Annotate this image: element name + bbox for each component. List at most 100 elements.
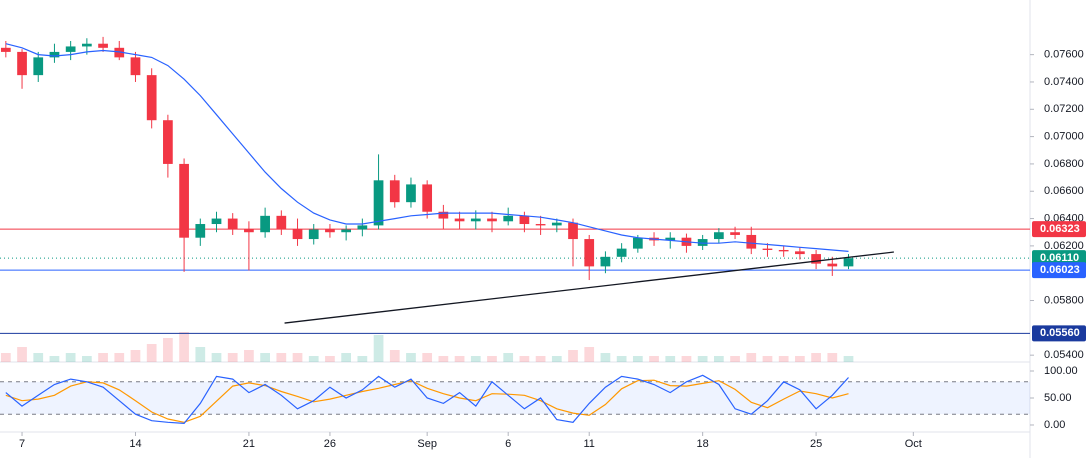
volume-bar <box>244 350 254 362</box>
candle-body <box>65 46 76 52</box>
volume-bar <box>535 356 546 362</box>
volume-bar <box>163 338 173 362</box>
price-badge-label: 0.05560 <box>1040 327 1080 339</box>
candle-body <box>163 120 173 164</box>
volume-bar <box>17 347 27 362</box>
volume-bar <box>665 356 676 362</box>
candle-body <box>341 229 352 233</box>
candle-body <box>713 232 724 240</box>
volume-bar <box>438 356 449 362</box>
volume-bar <box>0 353 11 362</box>
volume-bar <box>795 356 805 362</box>
candle-body <box>454 218 465 222</box>
candle-body <box>487 218 497 222</box>
volume-bar <box>227 353 238 362</box>
volume-bar <box>276 353 287 362</box>
x-tick-label: 25 <box>810 438 822 450</box>
volume-bar <box>713 356 724 362</box>
y-tick-label: 0.07000 <box>1044 131 1084 143</box>
volume-bar <box>811 353 821 362</box>
volume-bar <box>470 356 481 362</box>
volume-bar <box>697 356 708 362</box>
y-tick-label: 0.07600 <box>1044 49 1084 61</box>
x-tick-label: 14 <box>129 438 141 450</box>
x-tick-label: 26 <box>324 438 336 450</box>
candle-body <box>81 43 92 47</box>
candle-body <box>325 229 335 233</box>
candle-body <box>308 229 319 240</box>
candle-body <box>17 51 27 76</box>
stoch-band-fill <box>0 381 1030 415</box>
x-tick-label: 21 <box>243 438 255 450</box>
volume-bar <box>551 356 562 362</box>
x-tick-label: 6 <box>505 438 511 450</box>
volume-bar <box>778 356 789 362</box>
moving-average <box>5 43 849 252</box>
candle-body <box>195 224 206 238</box>
volume-bar <box>195 347 206 362</box>
price-badge <box>1032 262 1086 279</box>
x-tick-label: Sep <box>417 438 437 450</box>
stoch-d-line <box>5 379 849 423</box>
candle-body <box>0 47 11 52</box>
candle-body <box>600 256 611 267</box>
x-tick-label: 11 <box>584 438 595 450</box>
candle-body <box>551 222 562 226</box>
y-tick-label: 0.05400 <box>1044 349 1084 361</box>
candle-body <box>130 57 141 76</box>
volume-bar <box>357 356 368 362</box>
volume-bar <box>681 356 692 362</box>
y-tick-label: 0.05800 <box>1044 294 1084 306</box>
candle-body <box>292 229 303 240</box>
candle-body <box>373 180 384 226</box>
candle-body <box>503 215 514 222</box>
volume-bar <box>503 353 514 362</box>
volume-bar <box>584 347 595 362</box>
volume-bar <box>65 353 76 362</box>
volume-bar <box>308 356 319 362</box>
y-tick-label: 0.06800 <box>1044 158 1084 170</box>
volume-bar <box>762 356 773 362</box>
volume-bar <box>179 332 189 362</box>
volume-bar <box>146 344 157 362</box>
volume-bar <box>568 350 578 362</box>
candle-body <box>665 237 676 241</box>
y-tick-label: 0.06600 <box>1044 185 1084 197</box>
y-tick-label: 0.06200 <box>1044 240 1084 252</box>
volume-bar <box>292 353 303 362</box>
volume-bar <box>649 356 659 362</box>
candle-body <box>811 254 821 264</box>
x-tick-label: 18 <box>697 438 709 450</box>
y2-tick-label: 0.00 <box>1044 419 1065 431</box>
candle-body <box>470 218 481 222</box>
volume-bar <box>730 356 740 362</box>
candle-body <box>244 229 254 233</box>
candle-body <box>98 43 108 48</box>
candle-body <box>276 215 287 230</box>
candle-body <box>535 224 546 226</box>
price-badge-label: 0.06323 <box>1040 223 1080 235</box>
volume-bar <box>98 353 108 362</box>
candle-body <box>795 251 805 255</box>
volume-bar <box>389 350 400 362</box>
volume-bar <box>632 356 643 362</box>
price-badge-label: 0.06110 <box>1040 252 1079 264</box>
volume-bar <box>260 353 270 362</box>
y2-tick-label: 100.00 <box>1044 365 1078 377</box>
candle-body <box>438 211 449 219</box>
x-tick-label: 7 <box>19 438 25 450</box>
candle-body <box>519 215 530 225</box>
volume-bar <box>211 353 222 362</box>
volume-bar <box>827 353 838 362</box>
stoch-k-line <box>5 374 849 425</box>
candle-body <box>746 234 757 249</box>
candle-body <box>584 239 595 267</box>
candle-body <box>227 218 238 230</box>
price-badge <box>1032 221 1086 238</box>
price-badge-label: 0.06023 <box>1040 264 1080 276</box>
candle-body <box>568 222 578 240</box>
candle-body <box>632 237 643 249</box>
volume-bar <box>422 353 433 362</box>
volume-bar <box>487 356 497 362</box>
